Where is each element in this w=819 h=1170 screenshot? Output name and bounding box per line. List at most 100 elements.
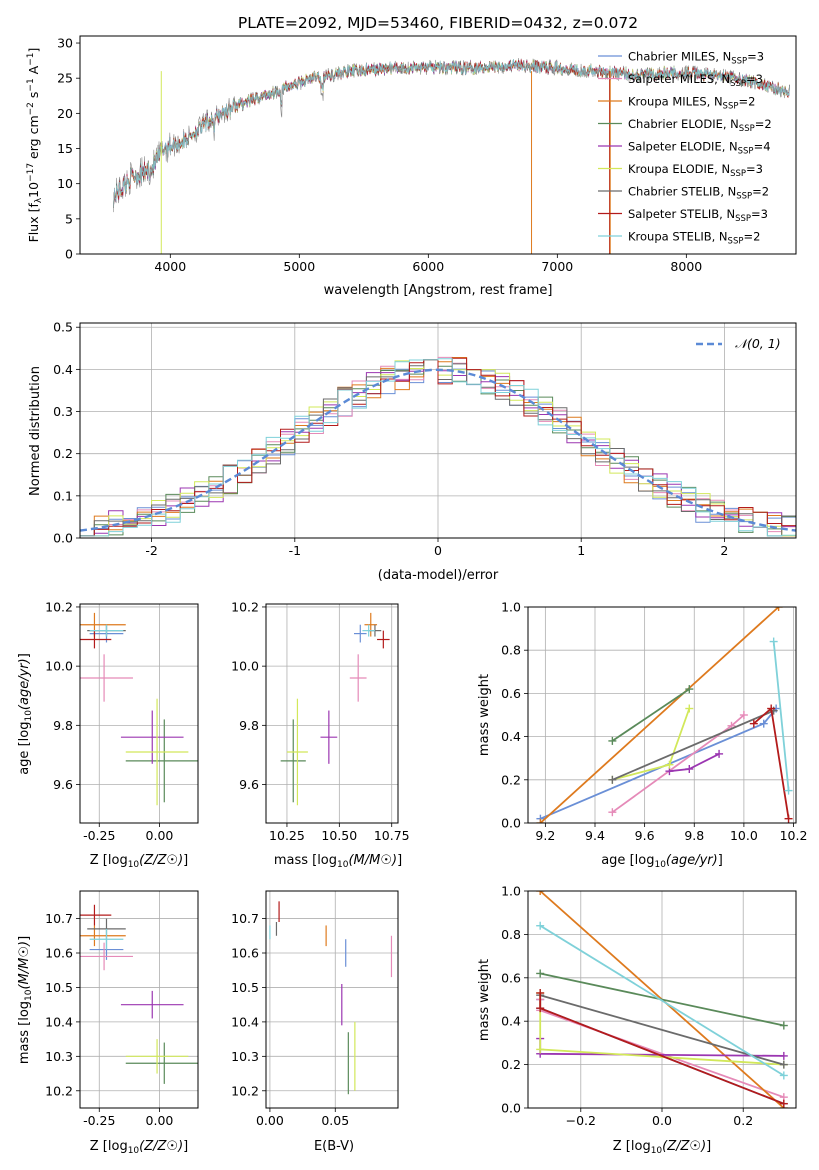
x-tick-label: 6000 <box>412 259 444 274</box>
x-tick-label: 8000 <box>670 259 702 274</box>
errorbar-chabrier_elodie <box>280 719 306 803</box>
y-tick-label: 10 <box>57 176 73 191</box>
spectrum-plot <box>113 57 790 254</box>
errorbar-chabrier_elodie <box>125 719 198 803</box>
marker-salpeter_miles <box>739 711 748 719</box>
y-tick-label: 0.3 <box>53 404 73 419</box>
x-tick-label: 9.6 <box>635 828 655 843</box>
y-axis-label-part: −1 <box>26 78 36 91</box>
y-tick-label: 9.8 <box>239 718 259 733</box>
y-tick-label: 10.2 <box>45 599 73 614</box>
x-tick-label: 0.00 <box>256 1113 284 1128</box>
y-tick-label: 25 <box>57 71 73 86</box>
y-tick-label: 10.7 <box>45 911 73 926</box>
y-tick-label: 10.6 <box>45 946 73 961</box>
x-tick-label: 10.25 <box>269 828 305 843</box>
errorbar-salpeter_stelib <box>80 630 112 649</box>
age_vs_Z-plot <box>80 612 198 806</box>
errorbar-salpeter_miles <box>349 654 367 702</box>
marker-salpeter_stelib <box>536 988 545 997</box>
y-tick-label: 0.8 <box>501 643 521 658</box>
y-axis-label-part: Flux [f <box>26 203 41 243</box>
y-tick-label: 10.4 <box>231 1014 259 1029</box>
x-tick-label: 0 <box>434 543 442 558</box>
y-tick-label: 0.2 <box>501 1057 521 1072</box>
errorbar-salpeter_miles <box>80 654 133 702</box>
axes-frame <box>79 322 797 539</box>
y-axis-label: mass weight <box>477 959 492 1041</box>
marker-chabrier_elodie <box>536 969 545 978</box>
weight-line-chabrier_elodie <box>611 688 690 742</box>
mass_vs_Z-plot <box>80 904 198 1084</box>
marker-kroupa_elodie <box>685 704 694 713</box>
errorbar-salpeter_elodie <box>320 710 338 764</box>
x-tick-label: 0.00 <box>146 828 174 843</box>
x-axis-label: mass [log10(M/M☉)] <box>274 853 402 870</box>
y-tick-label: 10.0 <box>45 659 73 674</box>
errorbar-salpeter_stelib <box>80 904 112 926</box>
marker-kroupa_miles <box>536 891 545 895</box>
spectrum-axes: 4000 5000 6000 7000 8000 0 5 10 15 20 25 30 <box>57 36 702 274</box>
y-tick-label: 0.0 <box>501 816 521 831</box>
marker-salpeter_elodie <box>715 749 724 758</box>
axes-frame <box>79 35 797 255</box>
x-tick-label: -2 <box>145 543 157 558</box>
errorbar-salpeter_stelib <box>377 630 390 649</box>
x-tick-label: 5000 <box>283 259 315 274</box>
y-axis-label-part: erg cm <box>26 115 41 163</box>
y-axis-label-part: λ <box>34 197 44 203</box>
y-tick-label: 10.2 <box>231 599 259 614</box>
marker-salpeter_stelib <box>767 704 776 713</box>
marker-chabrier_miles <box>759 719 768 728</box>
x-tick-label: -1 <box>289 543 301 558</box>
legend-label-kroupa_miles: Kroupa MILES, NSSP=2 <box>628 95 755 112</box>
marker-salpeter_stelib <box>749 719 758 728</box>
x-tick-label: 1 <box>577 543 585 558</box>
x-tick-label: 4000 <box>154 259 186 274</box>
x-tick-label: 10.0 <box>730 828 758 843</box>
x-tick-label: -0.25 <box>83 828 115 843</box>
y-tick-label: 0.1 <box>53 488 73 503</box>
weight-line-kroupa_elodie <box>612 708 691 781</box>
x-axis-label: Z [log10(Z/Z☉)] <box>90 853 188 870</box>
y-tick-label: 30 <box>57 36 73 51</box>
errorbar-salpeter_miles <box>80 942 133 971</box>
y-tick-label: 20 <box>57 106 73 121</box>
axes-frame <box>79 890 199 1109</box>
residuals-plot <box>80 356 796 537</box>
y-tick-label: 0.5 <box>53 320 73 335</box>
age_vs_mass-axes: 10.25 10.50 10.75 9.6 9.8 10.0 10.2 <box>231 599 409 843</box>
legend-label-salpeter_elodie: Salpeter ELODIE, NSSP=4 <box>628 140 771 157</box>
y-axis-label-part: −2 <box>26 102 36 115</box>
marker-salpeter_miles <box>608 808 617 817</box>
chart-title: PLATE=2092, MJD=53460, FIBERID=0432, z=0… <box>238 14 638 32</box>
legend-label-chabrier_elodie: Chabrier ELODIE, NSSP=2 <box>628 117 772 134</box>
y-tick-label: 0.2 <box>53 446 73 461</box>
model-spectrum-kroupa_stelib <box>113 59 790 208</box>
marker-chabrier_elodie <box>779 1021 788 1030</box>
y-tick-label: 10.5 <box>231 980 259 995</box>
x-axis-label: Z [log10(Z/Z☉)] <box>90 1139 188 1156</box>
mass_vs_ebv-plot <box>269 901 393 1095</box>
marker-salpeter_stelib <box>784 814 793 823</box>
y-tick-label: 1.0 <box>501 600 521 615</box>
x-axis-label: E(B-V) <box>314 1139 354 1154</box>
errorbar-kroupa_stelib <box>89 624 124 637</box>
y-axis-label-part: ] <box>26 48 41 53</box>
weight-line-kroupa_miles <box>539 607 780 823</box>
errorbar-kroupa_elodie <box>125 698 189 806</box>
y-tick-label: 0.0 <box>53 531 73 546</box>
x-tick-label: 0.00 <box>146 1113 174 1128</box>
axes-frame <box>79 603 199 824</box>
marker-salpeter_elodie <box>779 1051 788 1060</box>
y-tick-label: 15 <box>57 141 73 156</box>
y-tick-label: 0.4 <box>501 729 521 744</box>
residuals-axes: -2 -1 0 1 2 0.0 0.1 0.2 0.3 0.4 0.5 <box>53 320 796 558</box>
legend-label-salpeter_stelib: Salpeter STELIB, NSSP=3 <box>628 207 768 224</box>
weight-line-kroupa_stelib <box>539 924 785 1077</box>
y-tick-label: 10.3 <box>45 1049 73 1064</box>
x-tick-label: 0.0 <box>652 1113 672 1128</box>
y-axis-label-part: s <box>26 92 41 103</box>
legend-label-kroupa_stelib: Kroupa STELIB, NSSP=2 <box>628 230 760 247</box>
x-tick-label: 9.4 <box>585 828 605 843</box>
